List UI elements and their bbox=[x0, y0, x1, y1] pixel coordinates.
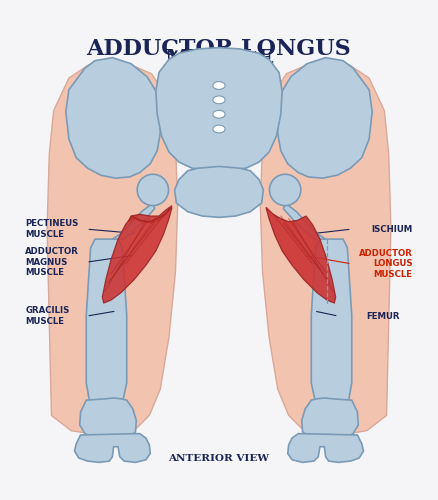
Text: ADDUCTOR LONGUS: ADDUCTOR LONGUS bbox=[87, 38, 351, 60]
Ellipse shape bbox=[213, 110, 225, 118]
Polygon shape bbox=[288, 434, 364, 462]
Polygon shape bbox=[47, 60, 178, 435]
Polygon shape bbox=[283, 203, 325, 239]
Polygon shape bbox=[102, 208, 172, 303]
Polygon shape bbox=[156, 48, 282, 171]
Ellipse shape bbox=[137, 174, 169, 206]
Ellipse shape bbox=[213, 82, 225, 90]
Polygon shape bbox=[86, 239, 127, 409]
Polygon shape bbox=[113, 203, 155, 239]
Polygon shape bbox=[266, 208, 336, 303]
Polygon shape bbox=[278, 58, 372, 178]
Text: FEMUR: FEMUR bbox=[366, 312, 399, 320]
Polygon shape bbox=[128, 206, 172, 223]
Polygon shape bbox=[302, 398, 358, 440]
Text: ISCHIUM: ISCHIUM bbox=[371, 224, 413, 234]
Polygon shape bbox=[66, 58, 160, 178]
Ellipse shape bbox=[213, 125, 225, 133]
Text: ADDUCTOR
LONGUS
MUSCLE: ADDUCTOR LONGUS MUSCLE bbox=[359, 249, 413, 279]
Text: PECTINEUS
MUSCLE: PECTINEUS MUSCLE bbox=[25, 220, 79, 239]
Ellipse shape bbox=[213, 96, 225, 104]
Text: GRACILIS
MUSCLE: GRACILIS MUSCLE bbox=[25, 306, 70, 326]
Text: ANTERIOR VIEW: ANTERIOR VIEW bbox=[169, 454, 269, 462]
Polygon shape bbox=[175, 166, 263, 218]
Text: MUSCLE: MUSCLE bbox=[164, 48, 274, 70]
Ellipse shape bbox=[269, 174, 301, 206]
Polygon shape bbox=[311, 239, 352, 409]
Polygon shape bbox=[74, 434, 150, 462]
Polygon shape bbox=[80, 398, 136, 440]
Polygon shape bbox=[260, 60, 391, 435]
Text: ADDUCTOR
MAGNUS
MUSCLE: ADDUCTOR MAGNUS MUSCLE bbox=[25, 248, 79, 277]
